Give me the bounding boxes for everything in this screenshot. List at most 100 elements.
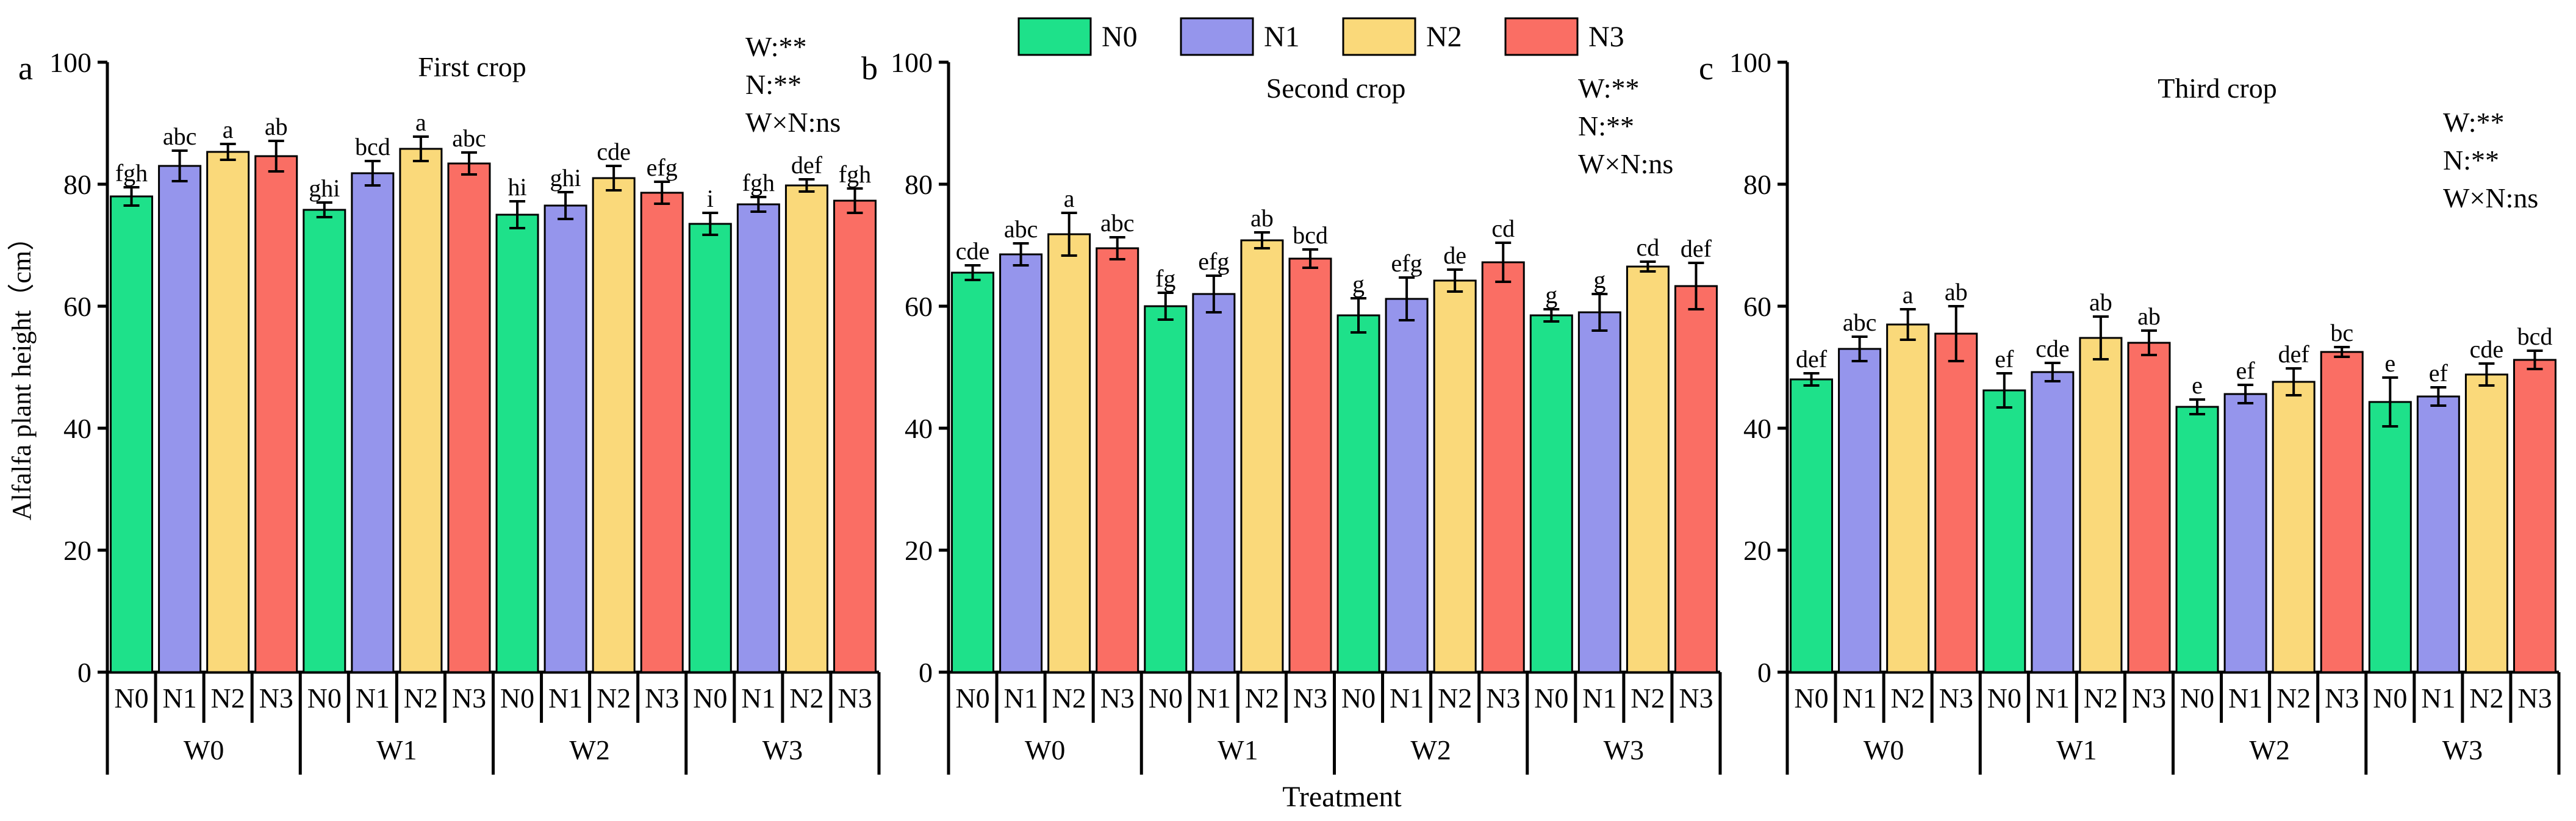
y-tick-label: 80 xyxy=(1743,169,1771,200)
bar-w3-n2 xyxy=(1626,265,1670,673)
bar-w2-n0 xyxy=(495,213,539,673)
x-subcategory-label: N2 xyxy=(2276,683,2311,714)
x-subcategory-label: N0 xyxy=(1534,683,1568,714)
x-subcategory-label: N3 xyxy=(1486,683,1520,714)
significance-letter: g xyxy=(1352,270,1365,298)
bar-w2-n0 xyxy=(1336,314,1380,673)
significance-letter: abc xyxy=(1004,215,1038,243)
y-tick-label: 80 xyxy=(63,169,91,200)
bar-w0-n3 xyxy=(254,155,298,673)
legend-swatch-n0 xyxy=(1017,17,1092,56)
y-tick-label: 100 xyxy=(891,47,933,78)
x-subcategory-label: N0 xyxy=(2373,683,2407,714)
stat-annotation: N:** xyxy=(1578,110,1634,142)
bar-w2-n1 xyxy=(1385,298,1429,673)
x-subcategory-label: N1 xyxy=(1197,683,1231,714)
x-subcategory-label: N2 xyxy=(597,683,631,714)
x-axis-label: Treatment xyxy=(1282,781,1402,813)
bar-w3-n0 xyxy=(688,223,732,673)
legend-label-n0: N0 xyxy=(1102,21,1138,53)
stat-annotation: W×N:ns xyxy=(1578,148,1673,179)
y-tick-label: 0 xyxy=(1757,657,1771,688)
x-group-label: W3 xyxy=(1604,734,1644,765)
x-group-label: W3 xyxy=(762,734,803,765)
x-subcategory-label: N1 xyxy=(2421,683,2455,714)
significance-letter: def xyxy=(1796,345,1828,373)
panel-letter: c xyxy=(1699,50,1713,87)
x-group-label: W1 xyxy=(2056,734,2097,765)
bar-w1-n3 xyxy=(1288,257,1332,673)
stat-annotation: W×N:ns xyxy=(2443,182,2538,213)
significance-letter: bcd xyxy=(355,133,390,160)
x-subcategory-label: N1 xyxy=(548,683,583,714)
x-subcategory-label: N0 xyxy=(955,683,989,714)
legend-label-n3: N3 xyxy=(1588,21,1624,53)
x-subcategory-label: N1 xyxy=(1582,683,1616,714)
stat-annotation: N:** xyxy=(745,69,802,100)
significance-letter: a xyxy=(415,109,426,136)
significance-letter: fgh xyxy=(742,169,775,196)
x-subcategory-label: N1 xyxy=(356,683,390,714)
significance-letter: ab xyxy=(2089,289,2112,316)
x-subcategory-label: N3 xyxy=(2132,683,2166,714)
significance-letter: bcd xyxy=(2517,323,2553,350)
x-subcategory-label: N2 xyxy=(1245,683,1279,714)
significance-letter: efg xyxy=(1391,249,1423,277)
x-group-label: W2 xyxy=(2249,734,2289,765)
bar-w2-n3 xyxy=(1481,261,1525,673)
bar-w1-n0 xyxy=(1982,389,2026,673)
bar-w3-n3 xyxy=(833,199,877,673)
x-subcategory-label: N0 xyxy=(114,683,148,714)
x-subcategory-label: N0 xyxy=(2180,683,2214,714)
x-group-label: W1 xyxy=(1218,734,1258,765)
significance-letter: e xyxy=(2192,371,2203,399)
bar-w0-n0 xyxy=(110,195,154,673)
bar-w3-n2 xyxy=(784,184,828,673)
significance-letter: ghi xyxy=(309,174,340,202)
significance-letter: ef xyxy=(2429,359,2449,387)
bar-w3-n3 xyxy=(1674,285,1718,673)
bar-w1-n3 xyxy=(447,162,491,673)
y-tick-label: 60 xyxy=(1743,291,1771,322)
x-subcategory-label: N2 xyxy=(2469,683,2503,714)
significance-letter: cde xyxy=(2036,335,2070,362)
x-subcategory-label: N0 xyxy=(693,683,727,714)
x-subcategory-label: N1 xyxy=(1842,683,1876,714)
bar-w0-n2 xyxy=(206,151,250,673)
panel-letter: b xyxy=(861,50,878,87)
bar-w0-n0 xyxy=(1790,378,1834,673)
bar-w3-n1 xyxy=(736,203,780,673)
significance-letter: abc xyxy=(163,123,197,150)
panel-c: 0 20 40 60 80 100 c Third crop W:** N:** W×N:ns def… xyxy=(1699,47,2561,775)
significance-letter: def xyxy=(2278,340,2310,368)
x-subcategory-label: N1 xyxy=(741,683,775,714)
y-tick-label: 40 xyxy=(63,413,91,444)
significance-letter: bc xyxy=(2330,319,2353,346)
x-subcategory-label: N3 xyxy=(1939,683,1973,714)
x-subcategory-label: N0 xyxy=(1149,683,1183,714)
x-group-label: W2 xyxy=(1410,734,1451,765)
x-subcategory-label: N0 xyxy=(1794,683,1828,714)
significance-letter: ab xyxy=(2137,303,2161,330)
x-subcategory-label: N0 xyxy=(500,683,534,714)
bar-w3-n0 xyxy=(1529,314,1573,673)
x-subcategory-label: N3 xyxy=(2517,683,2552,714)
bar-w0-n3 xyxy=(1096,247,1139,673)
significance-letter: g xyxy=(1545,281,1557,309)
significance-letter: fgh xyxy=(115,159,148,187)
significance-letter: i xyxy=(707,185,714,212)
significance-letter: cd xyxy=(1637,234,1660,261)
x-subcategory-label: N3 xyxy=(838,683,872,714)
y-axis-label: Alfalfa plant height（cm） xyxy=(7,224,37,520)
y-tick-label: 100 xyxy=(1729,47,1771,78)
bar-w0-n1 xyxy=(999,253,1043,673)
legend: N0 N1 N2 N3 xyxy=(1017,17,1624,56)
significance-letter: ef xyxy=(2236,357,2256,384)
y-tick-label: 80 xyxy=(905,169,933,200)
significance-letter: e xyxy=(2384,350,2395,377)
x-subcategory-label: N1 xyxy=(1003,683,1038,714)
stat-annotation: W:** xyxy=(1578,73,1640,104)
